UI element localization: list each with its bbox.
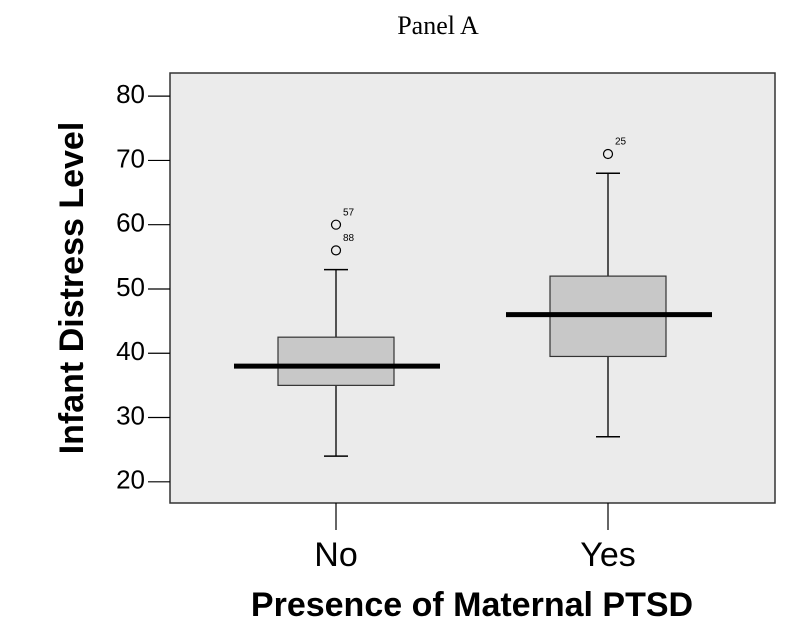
outlier-label: 57 <box>343 207 355 218</box>
y-tick-label: 20 <box>116 465 145 495</box>
x-tick-label: Yes <box>580 536 635 574</box>
outlier <box>602 148 614 160</box>
y-tick-label: 40 <box>116 336 145 366</box>
outlier <box>330 219 342 230</box>
outlier <box>330 245 342 256</box>
outlier-label: 88 <box>343 233 355 244</box>
y-tick-label: 30 <box>116 400 145 430</box>
outlier-label: 25 <box>615 137 627 148</box>
y-axis-label: Infant Distress Level <box>53 122 91 455</box>
y-tick-label: 70 <box>116 143 145 173</box>
y-tick-label: 80 <box>116 79 145 109</box>
y-tick-label: 60 <box>116 208 145 238</box>
chart-title: Panel A <box>397 11 479 40</box>
plot-area <box>169 72 776 504</box>
x-axis-label: Presence of Maternal PTSD <box>251 586 693 624</box>
y-tick-label: 50 <box>116 272 145 302</box>
box <box>277 336 395 386</box>
x-tick-label: No <box>314 536 357 574</box>
